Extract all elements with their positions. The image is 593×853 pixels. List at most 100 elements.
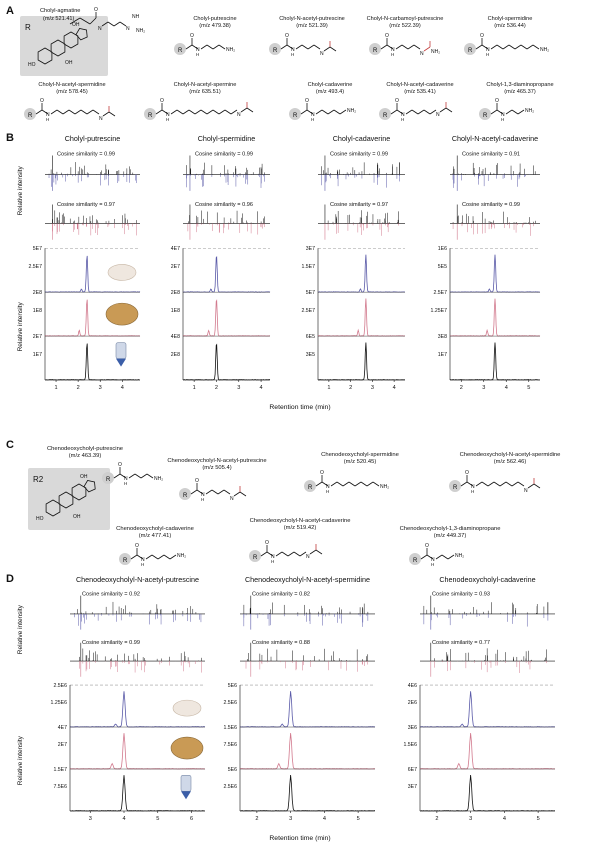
- chromatogram-lion: [449, 298, 541, 337]
- chain-bond: [321, 109, 329, 115]
- compound-mz: (m/z 479.38): [199, 23, 231, 29]
- x-tick-label: 2: [435, 816, 438, 822]
- ylabel-chromatogram: Relative intensity: [17, 735, 24, 785]
- y-tick: 2E7: [58, 742, 67, 748]
- chain-bond: [447, 554, 455, 560]
- hydroxyl-label: OH: [72, 22, 80, 28]
- y-tick: 2.5E6: [223, 700, 237, 706]
- oxygen-label: O: [320, 470, 324, 476]
- bond: [527, 483, 535, 489]
- y-tick: 2E6: [408, 700, 417, 706]
- bond: [533, 483, 541, 489]
- acetyl-n-label: N: [436, 112, 440, 118]
- compound-mz: (m/z 578.45): [56, 89, 88, 95]
- hydroxyl-label: OH: [73, 514, 81, 520]
- cosine-similarity-mouse: Cosine similarity = 0.91: [462, 151, 520, 157]
- chain-bond: [475, 481, 483, 487]
- bond: [466, 481, 474, 487]
- chain-bond: [327, 109, 335, 115]
- amide-n-label: N: [486, 47, 490, 53]
- compound-mz: (m/z 493.4): [316, 89, 344, 95]
- chromatogram-lion: [317, 298, 406, 337]
- x-tick-label: 4: [505, 385, 508, 391]
- x-tick-label: 3: [289, 816, 292, 822]
- chromatogram-mouse: [449, 254, 541, 293]
- x-tick-label: 2: [349, 385, 352, 391]
- r-group-label: R: [413, 558, 418, 564]
- chain-bond: [200, 109, 208, 115]
- x-tick-label: 4: [122, 816, 125, 822]
- steroid-ring: [75, 28, 88, 41]
- r-group-label: R: [483, 113, 488, 119]
- terminal-amine-label: NH₂: [226, 47, 235, 53]
- bond: [155, 109, 163, 115]
- chromatogram-mouse: [183, 255, 271, 293]
- amide-n-label: N: [501, 112, 505, 118]
- bond: [315, 549, 323, 555]
- bond: [439, 107, 447, 113]
- oxygen-label: O: [195, 478, 199, 484]
- y-tick: 1.5E7: [53, 767, 67, 773]
- amide-h-label: H: [486, 52, 489, 57]
- y-tick: 1.25E7: [431, 308, 448, 314]
- guanidine-n-label: N: [126, 26, 130, 32]
- y-tick-max: 4E7: [171, 246, 180, 252]
- vial-tip-icon: [181, 791, 191, 800]
- chain-bond: [92, 109, 100, 115]
- bond: [119, 473, 127, 479]
- compound-name: Chenodeoxycholyl-N-acetyl-cadaverine: [250, 518, 351, 524]
- bond: [240, 107, 248, 113]
- x-tick-label: 5: [357, 816, 360, 822]
- amide-h-label: H: [196, 52, 199, 57]
- x-tick-label: 2: [215, 385, 218, 391]
- compound-name: Chenodeoxycholyl-N-acetyl-putrescine: [167, 458, 266, 464]
- ylabel-msms: Relative intensity: [17, 166, 24, 216]
- oxygen-label: O: [135, 543, 139, 549]
- acetyl-n-label: N: [524, 488, 528, 494]
- oxygen-label: O: [480, 33, 484, 39]
- compound-mz: (m/z 477.41): [139, 533, 172, 539]
- x-tick-label: 3: [371, 385, 374, 391]
- chromatogram-mouse: [317, 254, 406, 293]
- steroid-ring: [58, 491, 74, 509]
- r-group-label: R: [273, 48, 278, 54]
- acetyl-n-label: N: [306, 554, 310, 560]
- subpanel-title: Cholyl-cadaverine: [333, 134, 391, 143]
- bond: [280, 44, 288, 50]
- bond: [136, 554, 144, 560]
- vial-tip-icon: [116, 358, 126, 367]
- cosine-similarity-lion: Cosine similarity = 0.97: [57, 202, 115, 208]
- terminal-amine-label: NH₂: [540, 47, 549, 53]
- x-tick-label: 1: [193, 385, 196, 391]
- y-tick-max: 5E7: [33, 246, 42, 252]
- chain-bond: [505, 481, 513, 487]
- cosine-similarity-mouse: Cosine similarity = 0.93: [432, 592, 490, 598]
- bond: [380, 44, 388, 50]
- hydroxyl-label: HO: [36, 516, 44, 522]
- compound-mz: (m/z 522.39): [389, 23, 421, 29]
- chain-bond: [212, 109, 220, 115]
- y-tick: 3E6: [408, 725, 417, 731]
- x-tick-label: 5: [156, 816, 159, 822]
- y-tick: 7.5E6: [223, 742, 237, 748]
- xlabel-retention-time: Retention time (min): [269, 835, 330, 842]
- cosine-similarity-mouse: Cosine similarity = 0.99: [57, 151, 115, 157]
- panel-d-subpanel-2: Chenodeoxycholyl-cadaverine Cosine simila…: [403, 575, 556, 822]
- oxygen-label: O: [94, 7, 98, 13]
- y-tick: 1E8: [33, 308, 42, 314]
- chain-bond: [218, 109, 226, 115]
- chromatogram-standard: [449, 342, 540, 381]
- chain-bond: [169, 554, 177, 560]
- oxygen-label: O: [160, 98, 164, 104]
- panel-b-subpanel-1: Cholyl-spermidine Cosine similarity = 0.9…: [171, 134, 271, 391]
- chain-bond: [348, 481, 356, 487]
- terminal-amine-label: NH₂: [380, 484, 389, 490]
- r-group-label: R: [468, 48, 473, 54]
- amide-n-label: N: [124, 476, 128, 482]
- bond: [460, 481, 468, 487]
- r-group-circle: [464, 43, 476, 55]
- bond: [102, 111, 110, 117]
- y-tick: 2E8: [33, 290, 42, 296]
- terminal-amine-label: NH₂: [347, 108, 356, 114]
